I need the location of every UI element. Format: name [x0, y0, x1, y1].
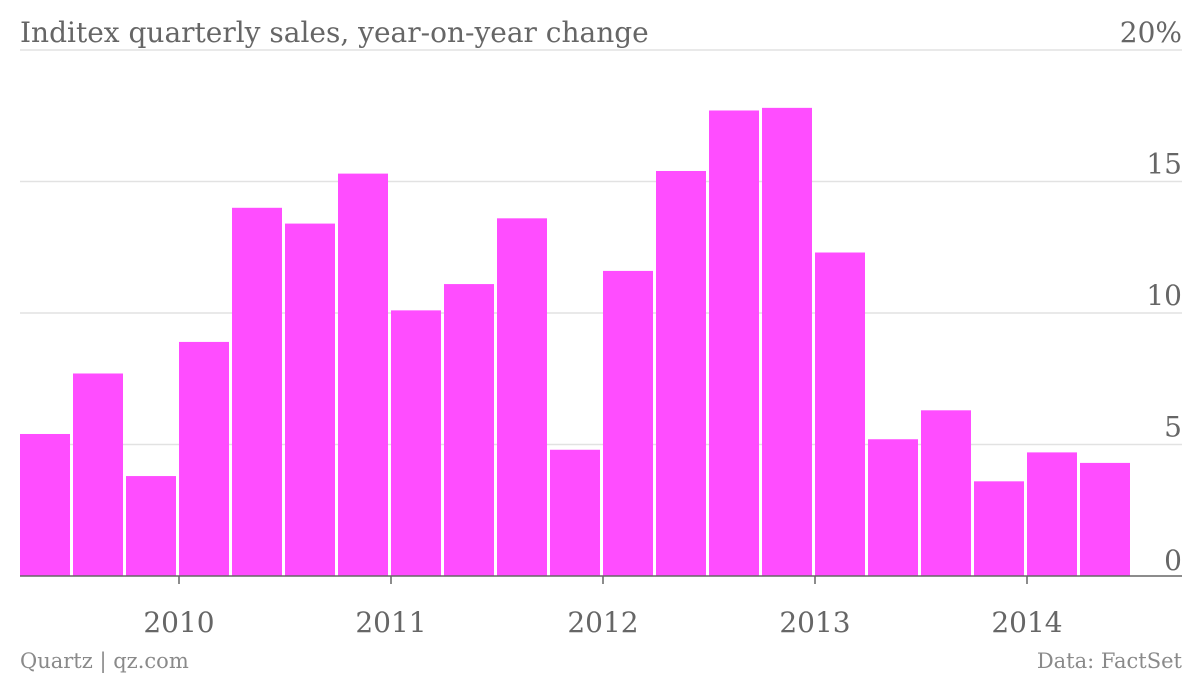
bar — [338, 173, 388, 577]
gridlines — [20, 49, 1182, 446]
x-axis-ticks: 2010 2011 2012 2013 2014 — [143, 576, 1063, 639]
bar — [497, 218, 547, 576]
y-tick-label: 0 — [1164, 544, 1182, 577]
bar — [391, 310, 441, 576]
data-source: Data: FactSet — [1037, 649, 1183, 673]
bar — [179, 341, 229, 576]
y-tick-label: 10 — [1146, 279, 1182, 312]
bar — [444, 284, 494, 576]
x-tick-label: 2011 — [355, 606, 426, 639]
bar — [815, 252, 865, 576]
y-tick-label: 5 — [1164, 411, 1182, 444]
x-tick-label: 2012 — [567, 606, 638, 639]
bar — [126, 476, 176, 576]
y-tick-label: 20% — [1120, 16, 1182, 49]
x-tick-label: 2010 — [143, 606, 214, 639]
bar — [868, 439, 918, 576]
source-credit: Quartz | qz.com — [20, 649, 189, 674]
chart-title: Inditex quarterly sales, year-on-year ch… — [20, 16, 649, 49]
bar — [921, 410, 971, 576]
bar — [232, 207, 282, 577]
bar — [285, 223, 335, 576]
bar — [73, 373, 123, 576]
x-tick-label: 2014 — [991, 606, 1062, 639]
bar — [20, 433, 70, 576]
x-tick-label: 2013 — [779, 606, 850, 639]
bar — [762, 107, 812, 577]
bars — [20, 107, 1130, 577]
bar — [656, 170, 706, 577]
bar — [1027, 452, 1077, 576]
y-axis-ticks: 0 5 10 15 20% — [1120, 16, 1182, 577]
y-tick-label: 15 — [1146, 148, 1182, 181]
bar — [1080, 462, 1130, 576]
bar — [709, 110, 759, 577]
bar — [974, 481, 1024, 576]
bar — [603, 270, 653, 576]
bar — [550, 449, 600, 576]
